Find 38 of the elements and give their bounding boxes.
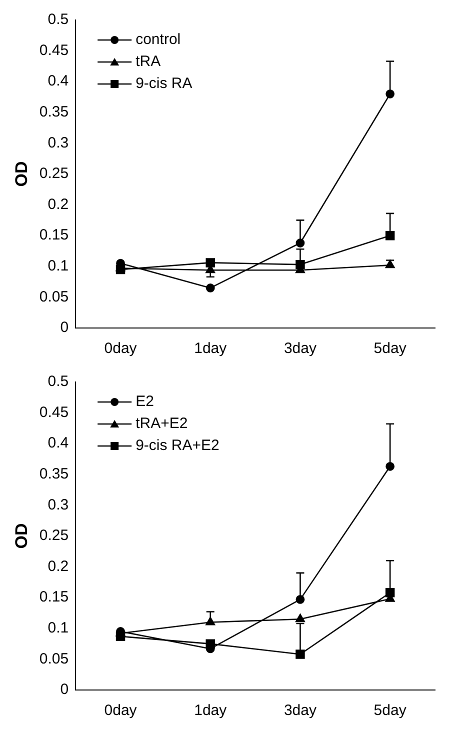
y-tick-label: 0.35 — [39, 104, 69, 121]
x-tick-label: 1day — [194, 702, 228, 720]
y-tick-label: 0.25 — [39, 165, 69, 182]
y-axis-title: OD — [12, 523, 31, 549]
y-tick-label: 0.45 — [39, 42, 69, 59]
y-tick-label: 0.05 — [39, 650, 69, 668]
y-tick-label: 0.05 — [39, 288, 69, 306]
y-tick-label: 0.4 — [48, 72, 69, 90]
x-tick-label: 0day — [104, 702, 138, 720]
y-tick-label: 0.2 — [48, 196, 69, 213]
legend-label: tRA — [136, 53, 161, 70]
y-tick-label: 0 — [60, 681, 69, 698]
x-tick-label: 5day — [374, 340, 407, 358]
y-tick-label: 0.3 — [48, 496, 69, 514]
y-tick-label: 0.5 — [48, 11, 69, 28]
x-tick-label: 5day — [374, 702, 407, 720]
legend-label: 9-cis RA+E2 — [136, 437, 220, 454]
x-tick-label: 3day — [284, 702, 317, 720]
y-tick-label: 0 — [60, 319, 69, 336]
legend-label: 9-cis RA — [136, 75, 192, 92]
y-tick-label: 0.45 — [39, 404, 69, 421]
y-tick-label: 0.5 — [48, 373, 69, 390]
legend-label: control — [136, 31, 181, 48]
y-tick-label: 0.4 — [48, 434, 69, 452]
y-tick-label: 0.1 — [48, 620, 69, 637]
y-tick-label: 0.15 — [39, 226, 69, 244]
x-tick-label: 1day — [194, 340, 228, 358]
y-tick-label: 0.15 — [39, 588, 69, 606]
y-tick-label: 0.25 — [39, 527, 69, 544]
y-axis-title: OD — [12, 161, 31, 187]
legend-label: E2 — [136, 393, 154, 410]
legend-label: tRA+E2 — [136, 415, 188, 432]
y-tick-label: 0.35 — [39, 466, 69, 483]
y-tick-label: 0.2 — [48, 558, 69, 575]
y-tick-label: 0.1 — [48, 258, 69, 275]
y-tick-label: 0.3 — [48, 134, 69, 152]
x-tick-label: 3day — [284, 340, 317, 358]
x-tick-label: 0day — [104, 340, 138, 358]
